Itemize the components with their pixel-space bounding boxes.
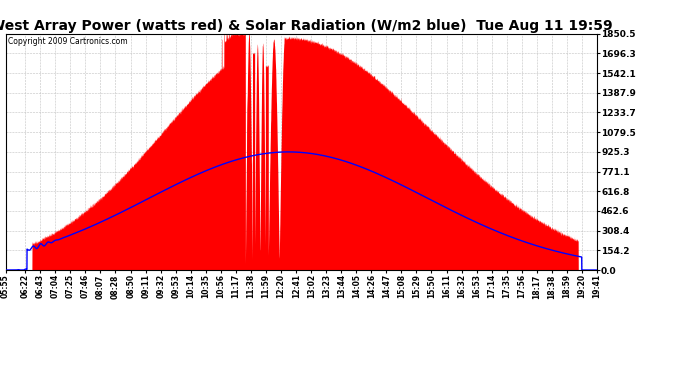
Title: West Array Power (watts red) & Solar Radiation (W/m2 blue)  Tue Aug 11 19:59: West Array Power (watts red) & Solar Rad… bbox=[0, 19, 613, 33]
Text: Copyright 2009 Cartronics.com: Copyright 2009 Cartronics.com bbox=[8, 37, 128, 46]
